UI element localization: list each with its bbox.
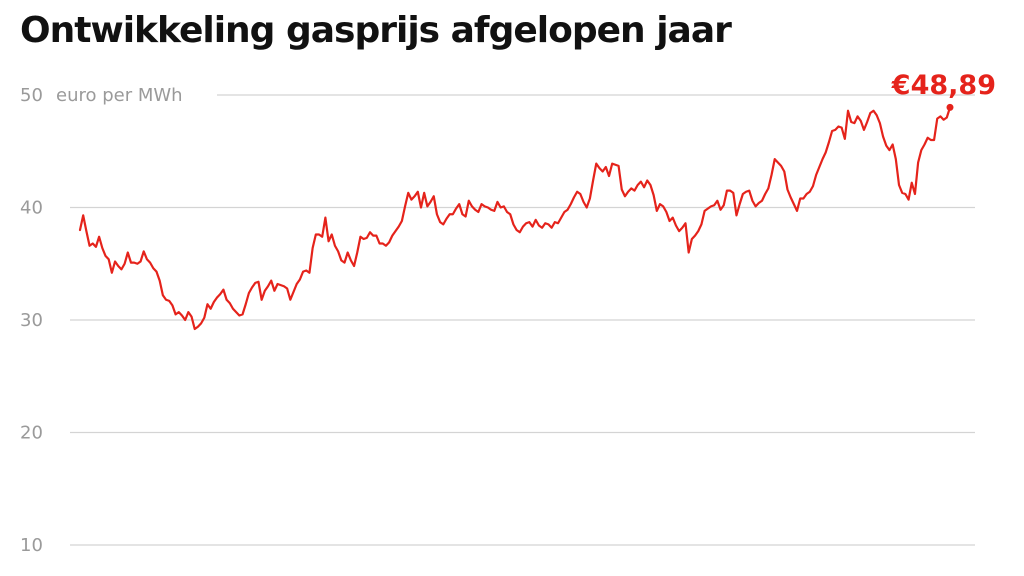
last-value-point [946,103,954,111]
series-line [78,106,952,331]
y-tick-label: 40 [20,198,43,219]
y-tick-label: 50 [20,85,43,106]
y-axis-unit-label: euro per MWh [56,85,183,106]
y-tick-label: 20 [20,423,43,444]
last-value-label: €48,89 [891,70,996,101]
grid-lines [70,94,975,546]
chart-title: Ontwikkeling gasprijs afgelopen jaar [20,10,732,51]
y-axis-ticks: 50 40 30 20 10 [20,85,43,556]
y-tick-label: 10 [20,535,43,556]
y-tick-label: 30 [20,310,43,331]
